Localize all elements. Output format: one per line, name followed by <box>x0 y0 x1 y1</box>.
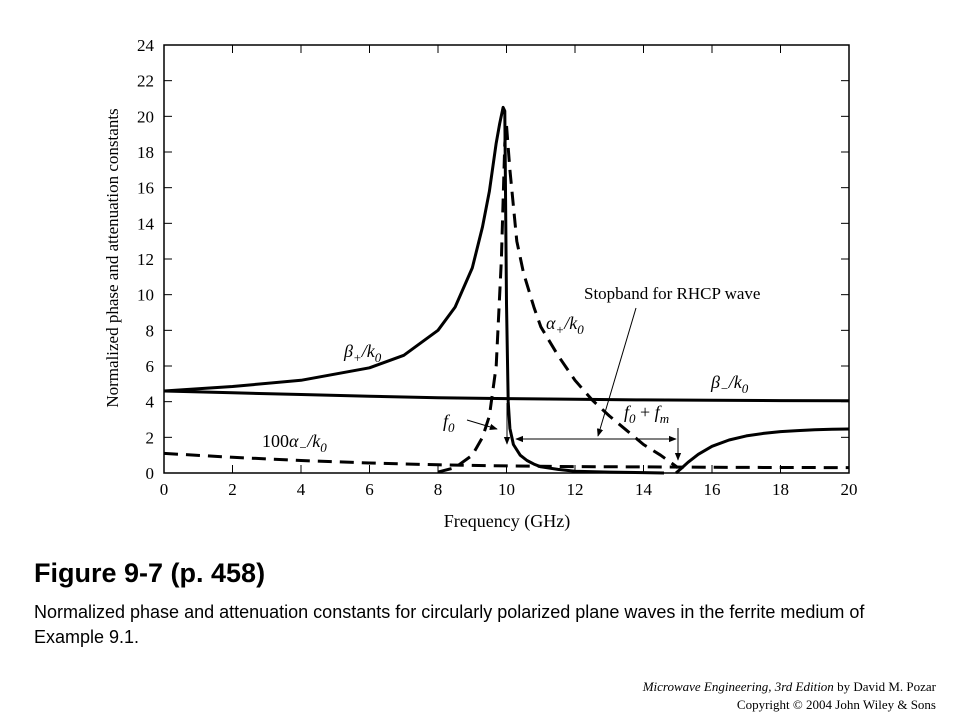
y-tick-label: 4 <box>146 393 155 412</box>
f0-pointer <box>466 419 498 430</box>
y-tick-label: 16 <box>137 179 154 198</box>
alpha-plus-curve <box>437 123 679 474</box>
f0-label: f0 <box>443 411 455 435</box>
y-tick-label: 24 <box>137 36 155 55</box>
alpha-minus-label: 100α−/k0 <box>262 431 327 455</box>
y-tick-label: 20 <box>137 107 154 126</box>
y-tick-label: 2 <box>146 428 155 447</box>
beta-plus-curve <box>163 105 665 475</box>
x-tick-label: 18 <box>772 480 789 499</box>
figure-caption: Normalized phase and attenuation constan… <box>34 602 865 647</box>
beta-plus-label: β+/k0 <box>343 341 382 365</box>
x-tick-label: 20 <box>841 480 858 499</box>
x-tick-label: 0 <box>160 480 169 499</box>
copyright-credit: Copyright © 2004 John Wiley & Sons <box>736 697 936 712</box>
f0-fm-label: f0 + fm <box>624 402 669 426</box>
y-tick-label: 6 <box>146 357 155 376</box>
y-tick-label: 10 <box>137 286 154 305</box>
series-layer <box>163 105 850 475</box>
y-tick-label: 0 <box>146 464 155 483</box>
x-tick-label: 12 <box>567 480 584 499</box>
alpha-plus-label: α+/k0 <box>546 313 584 337</box>
book-title: Microwave Engineering, 3rd Edition <box>642 679 834 694</box>
y-tick-label: 18 <box>137 143 154 162</box>
figure-title: Figure 9-7 (p. 458) <box>34 558 266 588</box>
beta-plus-upper-curve <box>675 427 850 475</box>
y-tick-label: 14 <box>137 214 155 233</box>
x-axis-label: Frequency (GHz) <box>444 511 570 532</box>
alpha-minus-curve <box>163 451 850 470</box>
stopband-label: Stopband for RHCP wave <box>584 284 760 303</box>
x-tick-label: 4 <box>297 480 306 499</box>
x-tick-label: 16 <box>704 480 721 499</box>
beta-minus-curve <box>163 389 850 403</box>
y-axis-label: Normalized phase and attenuation constan… <box>103 108 122 407</box>
y-tick-label: 12 <box>137 250 154 269</box>
x-tick-label: 10 <box>498 480 515 499</box>
x-tick-label: 14 <box>635 480 653 499</box>
stopband-pointer <box>596 307 637 437</box>
beta-minus-label: β−/k0 <box>710 372 749 396</box>
x-tick-label: 8 <box>434 480 443 499</box>
y-tick-label: 22 <box>137 72 154 91</box>
x-tick-label: 2 <box>228 480 237 499</box>
book-author: by David M. Pozar <box>833 679 936 694</box>
y-tick-label: 8 <box>146 321 155 340</box>
x-tick-label: 6 <box>365 480 374 499</box>
book-credit: Microwave Engineering, 3rd Edition by Da… <box>643 679 936 695</box>
